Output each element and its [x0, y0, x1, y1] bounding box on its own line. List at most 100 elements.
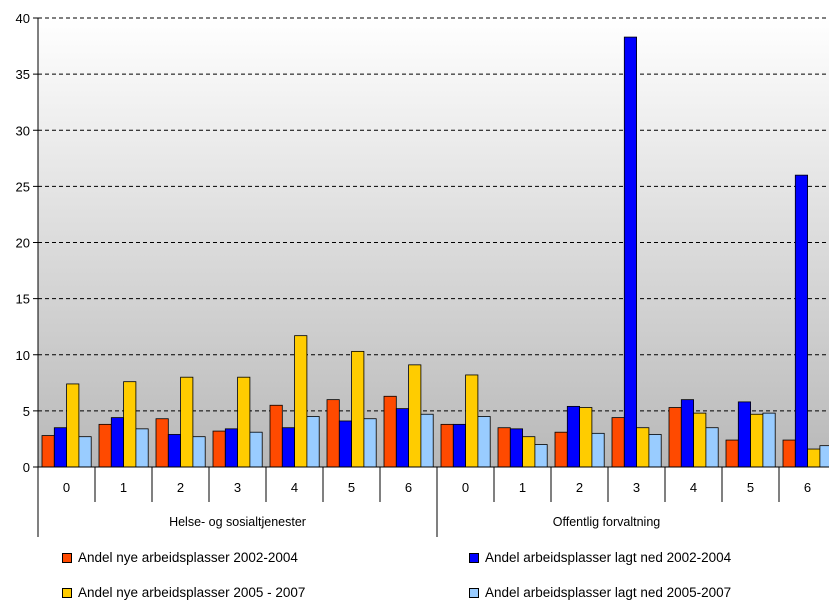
bar-series-0-cat-3: [212, 430, 226, 468]
x-tick-label: 5: [747, 480, 754, 495]
bar-series-1-cat-12: [737, 401, 751, 468]
bar-series-1-cat-11: [680, 399, 694, 468]
y-tick-label: 15: [16, 292, 30, 307]
bar-series-3-cat-6: [420, 413, 434, 468]
x-tick-label: 2: [576, 480, 583, 495]
legend-item-series-0: Andel nye arbeidsplasser 2002-2004: [62, 550, 298, 565]
bar-series-2-cat-11: [693, 412, 707, 468]
bar-series-2-cat-9: [579, 407, 593, 468]
legend: Andel nye arbeidsplasser 2002-2004 Andel…: [0, 540, 829, 605]
bar-series-1-cat-9: [566, 405, 580, 468]
bar-series-0-cat-0: [41, 435, 55, 468]
bar-series-2-cat-4: [294, 335, 308, 468]
bar-series-1-cat-4: [281, 427, 295, 468]
x-tick-label: 0: [462, 480, 469, 495]
y-tick-label: 10: [16, 348, 30, 363]
y-tick-label: 25: [16, 179, 30, 194]
bar-series-3-cat-4: [306, 416, 320, 468]
y-tick-label: 40: [16, 11, 30, 26]
x-tick-label: 0: [63, 480, 70, 495]
bar-series-2-cat-3: [237, 376, 251, 468]
bar-series-0-cat-9: [554, 431, 568, 468]
bar-series-3-cat-10: [648, 434, 662, 468]
x-tick-label: 1: [519, 480, 526, 495]
bar-series-3-cat-5: [363, 418, 377, 468]
legend-item-series-1: Andel arbeidsplasser lagt ned 2002-2004: [469, 550, 731, 565]
group-label: Helse- og sosialtjenester: [169, 515, 306, 529]
bar-series-0-cat-8: [497, 427, 511, 468]
bar-series-0-cat-11: [668, 407, 682, 468]
y-tick-label: 5: [23, 404, 30, 419]
x-tick-label: 1: [120, 480, 127, 495]
bar-series-0-cat-5: [326, 399, 340, 468]
bar-series-2-cat-12: [750, 413, 764, 468]
legend-swatch-3: [469, 587, 479, 598]
y-tick-label: 20: [16, 236, 30, 251]
legend-item-series-2: Andel nye arbeidsplasser 2005 - 2007: [62, 585, 305, 600]
legend-label-2: Andel nye arbeidsplasser 2005 - 2007: [78, 585, 306, 600]
axes: [33, 17, 829, 537]
bar-series-0-cat-13: [782, 439, 796, 468]
bar-series-1-cat-10: [623, 36, 637, 468]
bar-series-0-cat-10: [611, 417, 625, 468]
x-tick-label: 3: [234, 480, 241, 495]
x-tick-label: 4: [291, 480, 298, 495]
gridlines: [38, 17, 829, 412]
x-tick-label: 2: [177, 480, 184, 495]
bar-series-0-cat-2: [155, 418, 169, 468]
bar-series-2-cat-5: [351, 350, 365, 468]
bar-series-1-cat-1: [110, 417, 125, 468]
bar-series-2-cat-6: [408, 364, 422, 468]
bar-series-3-cat-1: [135, 428, 149, 468]
x-tick-label: 4: [690, 480, 697, 495]
bar-series-2-cat-0: [66, 383, 80, 468]
x-tick-label: 6: [405, 480, 412, 495]
bar-series-1-cat-8: [509, 428, 523, 468]
bar-series-2-cat-1: [123, 381, 137, 468]
bars: [41, 36, 829, 468]
bar-series-3-cat-13: [819, 445, 829, 468]
bar-series-0-cat-4: [269, 404, 283, 468]
legend-item-series-3: Andel arbeidsplasser lagt ned 2005-2007: [469, 585, 731, 600]
bar-series-0-cat-12: [725, 439, 739, 468]
bar-series-0-cat-1: [98, 423, 112, 468]
group-label: Offentlig forvaltning: [553, 515, 661, 529]
x-tick-label: 5: [348, 480, 355, 495]
bar-series-3-cat-0: [78, 436, 92, 468]
legend-swatch-0: [62, 552, 72, 563]
bar-series-3-cat-3: [249, 431, 263, 468]
bar-series-1-cat-13: [794, 174, 808, 468]
bar-series-3-cat-12: [762, 412, 776, 468]
bar-series-0-cat-6: [383, 395, 397, 468]
bar-series-2-cat-2: [180, 376, 194, 468]
bar-series-1-cat-3: [224, 428, 239, 468]
bar-series-2-cat-13: [807, 448, 821, 468]
y-tick-label: 30: [16, 123, 30, 138]
y-tick-label: 35: [16, 67, 30, 82]
bar-series-3-cat-2: [192, 436, 206, 468]
legend-label-3: Andel arbeidsplasser lagt ned 2005-2007: [485, 585, 732, 600]
bar-series-1-cat-5: [338, 420, 352, 468]
legend-label-1: Andel arbeidsplasser lagt ned 2002-2004: [485, 550, 732, 565]
y-tick-label: 0: [23, 460, 30, 475]
legend-swatch-2: [62, 587, 72, 598]
bar-series-2-cat-8: [522, 436, 536, 468]
bar-series-2-cat-7: [465, 374, 479, 468]
bar-series-2-cat-10: [636, 427, 650, 468]
bar-series-3-cat-11: [705, 427, 719, 468]
bar-series-3-cat-9: [591, 432, 605, 468]
bar-series-1-cat-7: [452, 423, 466, 468]
bar-series-3-cat-7: [477, 416, 491, 468]
bar-series-1-cat-6: [395, 408, 409, 468]
bar-series-3-cat-8: [534, 444, 548, 468]
legend-swatch-1: [469, 552, 479, 563]
bar-series-1-cat-0: [53, 427, 67, 468]
x-tick-label: 3: [633, 480, 640, 495]
legend-label-0: Andel nye arbeidsplasser 2002-2004: [78, 550, 298, 565]
x-tick-label: 6: [804, 480, 811, 495]
bar-series-0-cat-7: [440, 423, 454, 468]
bar-series-1-cat-2: [167, 434, 182, 468]
